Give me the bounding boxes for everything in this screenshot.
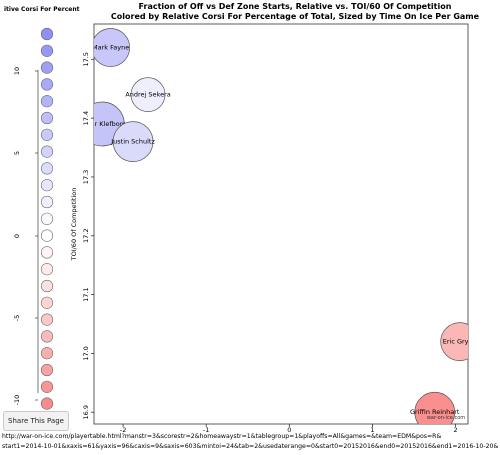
y-tick-label: 17.2	[82, 229, 90, 243]
y-tick-label: 17.3	[82, 170, 90, 184]
legend-swatch	[40, 27, 54, 41]
data-point	[130, 77, 166, 112]
legend-swatch	[40, 95, 54, 108]
data-point	[112, 121, 154, 162]
y-tick-label: 17.5	[82, 52, 90, 66]
x-tick-label: 1	[370, 426, 374, 432]
legend-swatch	[40, 111, 54, 125]
bubble-layer: Mark Fayne Andrej Sekera Oscar Klefbom Just…	[79, 28, 477, 424]
legend-swatch	[40, 313, 54, 326]
y-tick-label: 17.1	[82, 287, 90, 301]
legend-tick-label: -5	[13, 315, 21, 321]
legend-swatch	[40, 296, 54, 309]
legend-swatch	[40, 397, 54, 410]
legend-swatch	[40, 330, 54, 343]
chart-title: Fraction of Off vs Def Zone Starts, Rela…	[90, 2, 500, 22]
legend-swatch	[40, 212, 54, 225]
legend-tick-label: 5	[13, 151, 21, 155]
point-label: Oscar Klefbom	[79, 120, 127, 128]
legend-swatch	[40, 195, 54, 209]
color-legend: 10 5 0 -5 -10	[13, 27, 54, 410]
legend-swatch	[40, 363, 54, 377]
y-tick-label: 16.9	[82, 405, 90, 419]
data-point	[440, 322, 468, 361]
legend-swatch	[40, 78, 54, 91]
x-tick-label: 0	[287, 426, 291, 432]
legend-swatch	[40, 279, 54, 293]
legend-swatch	[40, 61, 54, 74]
legend-swatch	[40, 263, 54, 276]
point-label: Griffin Reinhart	[410, 408, 460, 416]
x-tick-label: -1	[203, 426, 209, 432]
point-label: Eric Gryba	[443, 338, 477, 346]
legend-swatch	[40, 162, 54, 175]
y-tick-label: 17.4	[82, 111, 90, 125]
legend-tick-label: -10	[13, 395, 21, 406]
legend-tick-label: 0	[13, 234, 21, 238]
legend-swatch	[40, 380, 54, 393]
legend-swatch	[40, 347, 54, 360]
watermark: war-on-ice.com	[427, 415, 465, 421]
point-label: Mark Fayne	[92, 44, 129, 52]
data-point	[94, 28, 130, 67]
y-tick-label: 17.0	[82, 346, 90, 360]
point-label: Justin Schultz	[110, 138, 155, 146]
legend-tick-label: 10	[13, 67, 21, 75]
chart-subtitle-line: Colored by Relative Corsi For Percentage…	[110, 12, 480, 21]
legend-swatch	[40, 179, 54, 192]
legend-swatch	[40, 44, 54, 57]
legend-title: itive Corsi For Percent	[4, 6, 80, 13]
chart-title-line: Fraction of Off vs Def Zone Starts, Rela…	[138, 2, 452, 11]
x-tick-label: -2	[120, 426, 126, 432]
y-axis-label: TOI/60 Of Competition	[70, 188, 78, 262]
legend-swatch	[40, 229, 54, 242]
scatter-chart: 16.9 17.0 17.1 17.2 17.3 17.4 17.5 TOI/60 Of Co…	[70, 23, 477, 432]
data-point	[414, 391, 456, 424]
x-tick-label: 2	[453, 426, 457, 432]
permalink-url-text[interactable]: http://war-on-ice.com/playertable.html?m…	[2, 433, 498, 450]
legend-swatch	[40, 246, 54, 259]
point-label: Andrej Sekera	[125, 91, 170, 99]
legend-swatch	[40, 145, 54, 158]
legend-swatch	[40, 128, 54, 141]
share-page-button[interactable]: Share This Page	[3, 411, 69, 431]
